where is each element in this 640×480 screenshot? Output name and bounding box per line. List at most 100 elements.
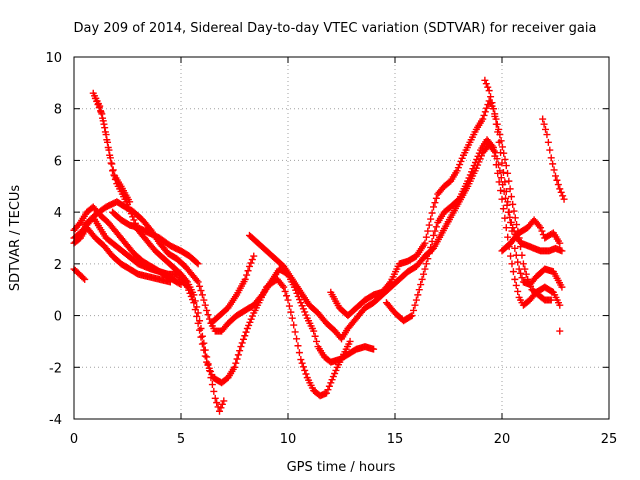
data-point <box>109 166 117 174</box>
data-point <box>241 332 249 340</box>
data-point <box>458 154 466 162</box>
data-point <box>509 224 517 232</box>
data-point <box>299 305 307 313</box>
data-point <box>370 345 378 353</box>
data-point <box>432 223 440 231</box>
data-point <box>498 143 506 151</box>
data-point <box>485 87 493 95</box>
data-point <box>302 370 310 378</box>
x-tick-label: 5 <box>177 432 185 447</box>
data-point <box>518 274 526 282</box>
data-point <box>194 319 202 327</box>
data-point <box>237 343 245 351</box>
data-point <box>298 359 306 367</box>
data-point <box>454 196 462 204</box>
data-point <box>193 259 201 267</box>
data-point <box>417 281 425 289</box>
data-point <box>79 274 87 282</box>
data-point <box>412 296 420 304</box>
data-point <box>204 311 212 319</box>
y-tick-label: 10 <box>45 51 62 66</box>
data-point <box>556 239 564 247</box>
data-point <box>236 347 244 355</box>
data-point <box>325 382 333 390</box>
data-point <box>475 149 483 157</box>
data-point <box>105 146 113 154</box>
data-point <box>501 214 509 222</box>
data-point <box>196 282 204 290</box>
data-point <box>507 218 515 226</box>
data-point <box>422 260 430 268</box>
data-point <box>474 152 482 160</box>
data-point <box>538 227 546 235</box>
data-point <box>507 252 515 260</box>
data-point <box>544 138 552 146</box>
data-point <box>513 221 521 229</box>
data-point <box>216 407 224 415</box>
data-point <box>218 400 226 408</box>
data-point <box>95 104 103 112</box>
data-point <box>468 168 476 176</box>
data-point <box>510 207 518 215</box>
data-point <box>543 131 551 139</box>
data-point <box>250 252 258 260</box>
data-point <box>481 108 489 116</box>
data-point <box>496 131 504 139</box>
data-point <box>294 342 302 350</box>
data-point <box>200 296 208 304</box>
data-point <box>507 193 515 201</box>
data-point <box>418 275 426 283</box>
data-point <box>239 335 247 343</box>
data-point <box>211 394 219 402</box>
data-point <box>329 373 337 381</box>
data-point <box>98 110 106 118</box>
data-point <box>198 291 206 299</box>
data-point <box>504 169 512 177</box>
data-point <box>94 101 102 109</box>
data-point <box>299 363 307 371</box>
data-point <box>203 358 211 366</box>
data-point <box>560 195 568 203</box>
data-point <box>487 93 495 101</box>
data-point <box>197 287 205 295</box>
data-point <box>217 404 225 412</box>
data-point <box>191 306 199 314</box>
data-point <box>497 137 505 145</box>
data-point <box>518 251 526 259</box>
data-point <box>328 376 336 384</box>
data-point <box>248 256 256 264</box>
data-point <box>193 312 201 320</box>
data-point <box>291 328 299 336</box>
data-point <box>290 321 298 329</box>
data-point <box>466 171 474 179</box>
data-point <box>514 287 522 295</box>
data-point <box>177 281 185 289</box>
data-point <box>495 178 503 186</box>
data-point <box>288 314 296 322</box>
data-point <box>456 161 464 169</box>
data-point <box>176 280 184 288</box>
data-point <box>109 167 117 175</box>
data-point <box>483 104 491 112</box>
data-point <box>200 339 208 347</box>
data-point <box>311 332 319 340</box>
data-point <box>101 124 109 132</box>
data-point <box>213 399 221 407</box>
data-point <box>509 268 517 276</box>
y-tick-label: 4 <box>54 206 62 221</box>
data-point <box>499 168 507 176</box>
data-point <box>488 99 496 107</box>
data-point <box>415 286 423 294</box>
data-point <box>102 131 110 139</box>
data-point <box>556 185 564 193</box>
data-point <box>454 164 462 172</box>
data-point <box>200 346 208 354</box>
data-point <box>280 283 288 291</box>
data-point <box>324 386 332 394</box>
data-point <box>504 233 512 241</box>
data-point <box>196 326 204 334</box>
data-point <box>301 308 309 316</box>
data-point <box>185 286 193 294</box>
data-point <box>238 339 246 347</box>
